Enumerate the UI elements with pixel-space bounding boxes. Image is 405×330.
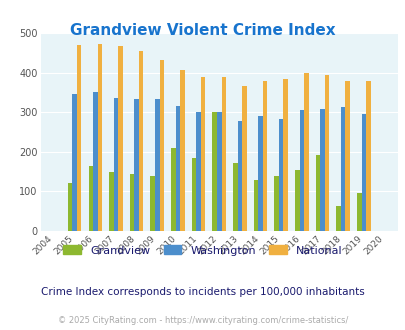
Bar — [191, 158, 196, 231]
Bar — [200, 77, 205, 231]
Bar — [283, 79, 287, 231]
Bar — [216, 112, 221, 231]
Bar — [365, 81, 370, 231]
Bar — [130, 174, 134, 231]
Bar — [262, 81, 267, 231]
Bar — [180, 70, 184, 231]
Text: Grandview Violent Crime Index: Grandview Violent Crime Index — [70, 23, 335, 38]
Bar — [109, 172, 113, 231]
Text: © 2025 CityRating.com - https://www.cityrating.com/crime-statistics/: © 2025 CityRating.com - https://www.city… — [58, 315, 347, 325]
Bar — [212, 112, 216, 231]
Bar — [72, 94, 77, 231]
Bar — [150, 176, 155, 231]
Bar — [196, 112, 200, 231]
Bar — [360, 114, 365, 231]
Bar — [258, 116, 262, 231]
Text: Crime Index corresponds to incidents per 100,000 inhabitants: Crime Index corresponds to incidents per… — [41, 287, 364, 297]
Bar — [139, 51, 143, 231]
Bar — [324, 75, 328, 231]
Bar — [175, 106, 180, 231]
Bar — [241, 86, 246, 231]
Bar — [320, 110, 324, 231]
Bar — [278, 119, 283, 231]
Bar — [356, 193, 360, 231]
Bar — [232, 163, 237, 231]
Bar — [274, 176, 278, 231]
Bar — [340, 108, 345, 231]
Bar — [77, 45, 81, 231]
Bar — [113, 98, 118, 231]
Bar — [303, 73, 308, 231]
Bar — [237, 121, 241, 231]
Legend: Grandview, Washington, National: Grandview, Washington, National — [59, 241, 346, 260]
Bar — [315, 155, 320, 231]
Bar — [335, 206, 340, 231]
Bar — [118, 46, 122, 231]
Bar — [88, 166, 93, 231]
Bar — [134, 99, 139, 231]
Bar — [171, 148, 175, 231]
Bar — [253, 180, 258, 231]
Bar — [345, 81, 349, 231]
Bar — [159, 59, 164, 231]
Bar — [299, 110, 303, 231]
Bar — [221, 77, 226, 231]
Bar — [97, 44, 102, 231]
Bar — [294, 170, 299, 231]
Bar — [68, 183, 72, 231]
Bar — [93, 92, 97, 231]
Bar — [155, 99, 159, 231]
